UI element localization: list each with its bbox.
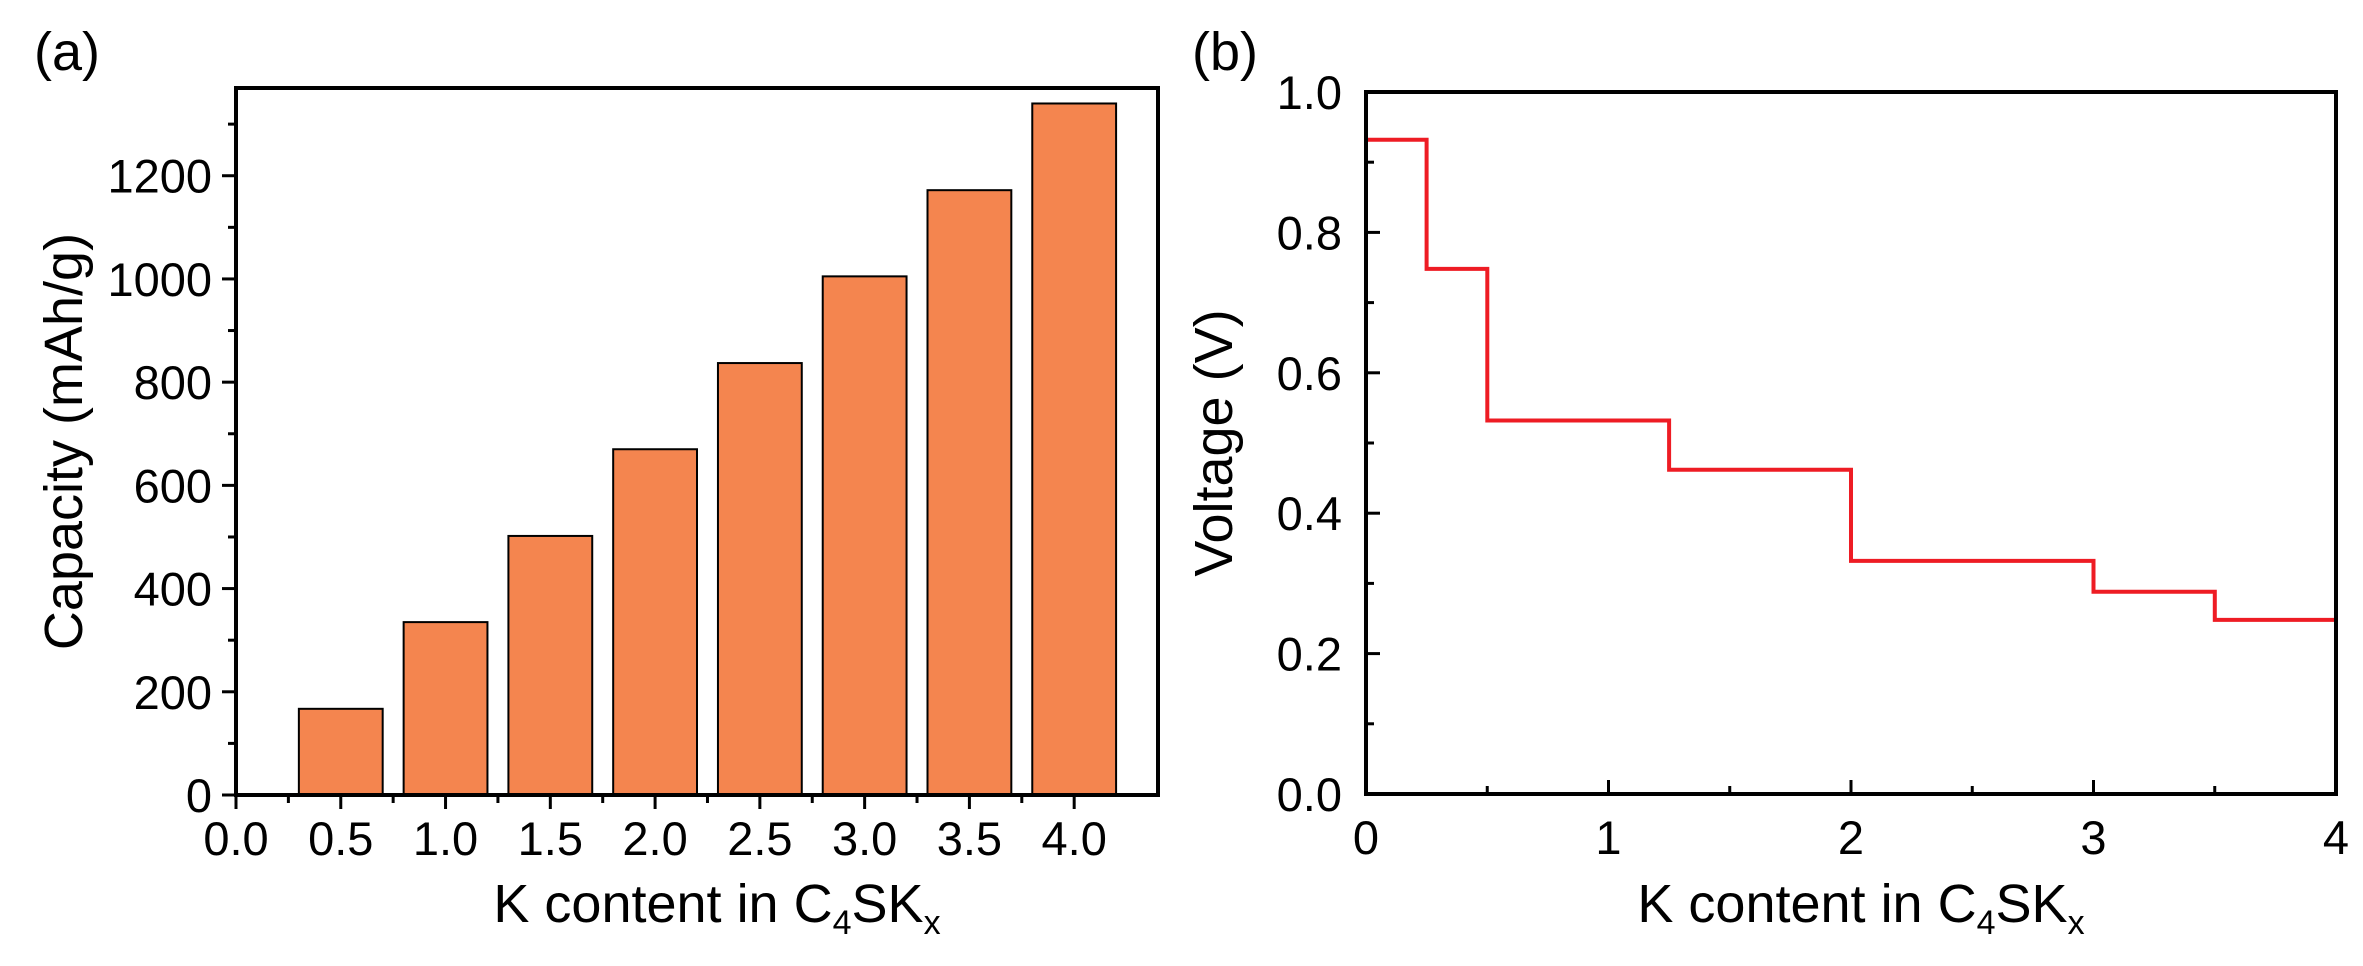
bar-2.5 (716, 362, 803, 796)
x-tick-label: 3 (2080, 811, 2106, 864)
y-tick-label: 200 (134, 666, 212, 719)
formula-subscript: x (2068, 904, 2085, 942)
panel-label-a: (a) (34, 22, 100, 82)
x-axis-label-text: K content in (1637, 874, 1937, 934)
x-tick-label: 4.0 (1042, 812, 1107, 865)
formula-subscript: x (924, 904, 941, 942)
formula-subscript: 4 (833, 904, 852, 942)
y-tick-label: 0.4 (1277, 487, 1342, 540)
formula-symbol: SK (1996, 874, 2068, 934)
formula-subscript: 4 (1977, 904, 1996, 942)
formula-symbol: C (794, 874, 833, 934)
x-tick-label: 3.5 (937, 812, 1002, 865)
panel-b-step-line-chart: 0 1 2 3 4 0.0 0.2 0.4 0.6 0.8 1.0 Voltage (V) K cont… (1184, 22, 2349, 942)
x-tick-label: 0.0 (203, 812, 268, 865)
panel-a-bar-chart: 0.0 0.5 1.0 1.5 2.0 2.5 3.0 3.5 4.0 0 200 400 600 800… (34, 22, 1160, 942)
x-tick-label: 2.5 (727, 812, 792, 865)
x-tick-label: 0.5 (308, 812, 373, 865)
bar-1.5 (507, 534, 594, 796)
y-tick-label: 1200 (107, 150, 212, 203)
y-tick-label: 400 (134, 563, 212, 616)
x-tick-label: 0 (1353, 811, 1379, 864)
x-tick-label: 3.0 (832, 812, 897, 865)
x-axis-label: K content in C4SKx (1637, 874, 2084, 942)
y-tick-label: 1000 (107, 253, 212, 306)
y-tick-label: 0 (186, 769, 212, 822)
x-tick-label: 2.0 (622, 812, 687, 865)
y-tick-label: 0.6 (1277, 347, 1342, 400)
bar-2.0 (612, 448, 699, 796)
x-axis-label: K content in C4SKx (493, 874, 940, 942)
y-tick-label: 1.0 (1277, 66, 1342, 119)
x-tick-label: 1.5 (518, 812, 583, 865)
x-tick-label: 2 (1838, 811, 1864, 864)
x-axis-label-text: K content in (493, 874, 793, 934)
plot-frame (1364, 90, 2338, 796)
bar-3.0 (821, 275, 908, 796)
bar-1.0 (402, 621, 489, 796)
bar-0.5 (297, 707, 384, 796)
x-tick-label: 1.0 (413, 812, 478, 865)
x-tick-label: 4 (2323, 811, 2349, 864)
y-tick-label: 0.8 (1277, 206, 1342, 259)
bar-3.5 (926, 189, 1013, 796)
y-axis-label: Capacity (mAh/g) (34, 233, 94, 650)
formula-symbol: C (1938, 874, 1977, 934)
formula-symbol: SK (852, 874, 924, 934)
bar-4.0 (1031, 102, 1118, 796)
y-tick-label: 0.2 (1277, 628, 1342, 681)
y-tick-label: 600 (134, 459, 212, 512)
plot-frame (234, 86, 1160, 797)
panel-label-b: (b) (1192, 22, 1258, 82)
y-tick-label: 800 (134, 356, 212, 409)
y-tick-label: 0.0 (1277, 768, 1342, 821)
voltage-step-line (1366, 137, 2336, 622)
y-axis-label: Voltage (V) (1184, 309, 1244, 576)
x-tick-label: 1 (1595, 811, 1621, 864)
